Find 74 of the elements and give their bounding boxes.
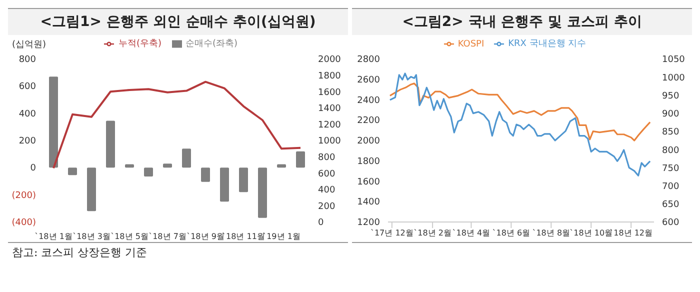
x-tick-label: `18년 11월 [222,232,265,241]
y-tick-label: 0 [30,164,36,174]
bar [144,168,153,176]
y-tick-label: 200 [18,136,36,146]
bar [182,148,191,168]
y-tick-label: 2800 [357,55,380,65]
bar [258,168,267,218]
legend-label: 순매수(좌축) [186,39,238,49]
y-tick-label: 1200 [357,218,380,228]
y-axis-title: (십억원) [12,39,46,51]
y2-tick-label: 650 [662,200,680,210]
y-tick-label: 800 [18,55,36,65]
x-tick-label: `18년 9월 [186,232,224,241]
y2-tick-label: 800 [318,152,336,163]
y-tick-label: (200) [12,190,36,201]
x-tick-label: `18년 6월 [492,228,530,238]
y2-tick-label: 1200 [318,120,342,130]
y2-tick-label: 400 [318,186,336,196]
y2-tick-label: 900 [662,110,680,120]
line-series [389,82,651,142]
y-tick-label: 2400 [357,96,380,106]
y2-tick-label: 1000 [318,136,342,147]
y2-tick-label: 800 [662,146,680,156]
legend-label: KOSPI [458,39,484,49]
legend-label: 누적(우축) [118,39,162,49]
x-tick-label: `18년 8월 [532,228,570,238]
y2-tick-label: 1000 [662,73,686,84]
y-tick-label: (400) [12,218,36,228]
x-tick-label: `18년 3월 [72,232,110,241]
x-tick-label: `18년 4월 [452,228,490,238]
y2-tick-label: 950 [662,91,680,102]
x-tick-label: `17년 12월 [370,228,414,238]
y2-tick-label: 1800 [318,71,342,82]
bar [201,168,210,182]
x-tick-label: `18년 2월 [414,228,452,238]
y2-tick-label: 750 [662,164,680,174]
x-tick-label: `18년 1월 [34,232,72,241]
bar [277,164,286,168]
y2-tick-label: 200 [318,202,336,212]
x-tick-label: `19년 1월 [262,232,300,241]
text: 참고: 코스피 상장은행 기준 [12,245,148,260]
y-tick-label: 1400 [357,198,380,208]
y2-tick-label: 850 [662,128,680,138]
y-tick-label: 1600 [357,177,380,188]
x-tick-label: `18년 7월 [148,232,186,241]
chart-title: <그림1> 은행주 외인 순매수 추이(십억원) [8,8,348,35]
y2-tick-label: 2000 [318,55,342,66]
y2-tick-label: 0 [318,218,324,228]
bar [296,151,305,168]
y2-tick-label: 600 [662,218,680,228]
y-tick-label: 2000 [357,136,380,146]
bar [87,168,96,212]
bar [239,168,248,192]
y-tick-label: 600 [18,82,36,92]
y2-tick-label: 600 [318,169,336,180]
y-tick-label: 400 [18,109,36,120]
y-tick-label: 1800 [357,156,380,167]
bar [220,168,229,202]
bar [106,120,115,168]
y-tick-label: 2600 [357,75,380,86]
chart-title: <그림2> 국내 은행주 및 코스피 추이 [352,8,692,35]
line-series [389,72,651,176]
y2-tick-label: 1600 [318,88,342,98]
bar [163,164,172,168]
line-series [52,80,302,170]
y2-tick-label: 1050 [662,55,686,66]
x-tick-label: `18년 5월 [110,232,148,241]
bar [68,168,77,176]
y-tick-label: 2200 [357,116,380,126]
y2-tick-label: 1400 [318,104,342,114]
legend-label: KRX 국내은행 지수 [508,39,586,49]
y2-tick-label: 700 [662,182,680,192]
bar [49,76,58,168]
bar [125,164,134,168]
